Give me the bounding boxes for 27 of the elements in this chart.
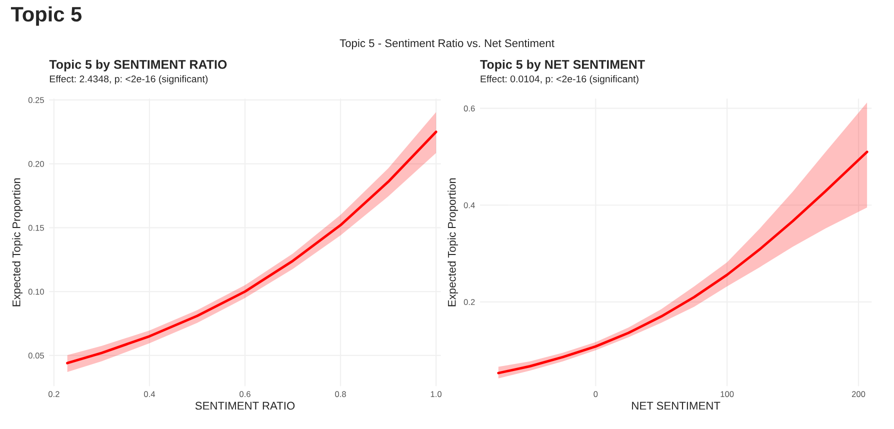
x-tick-label: 0.8 xyxy=(335,391,346,398)
x-tick-label: 1.0 xyxy=(430,391,442,398)
y-tick-label: 0.25 xyxy=(28,97,44,104)
y-tick-label: 0.20 xyxy=(28,161,44,167)
y-tick-label: 0.2 xyxy=(464,299,475,306)
y-tick-label: 0.10 xyxy=(28,288,44,295)
x-axis-title: NET SENTIMENT xyxy=(632,402,720,410)
x-tick-label: 0 xyxy=(594,391,598,398)
y-axis-title: Expected Topic Proportion xyxy=(448,178,458,306)
y-axis-title: Expected Topic Proportion xyxy=(12,178,23,306)
y-tick-label: 0.4 xyxy=(464,202,475,208)
chart-title: Topic 5 by NET SENTIMENT xyxy=(480,60,645,72)
y-tick-label: 0.15 xyxy=(28,224,44,231)
x-axis-title: SENTIMENT RATIO xyxy=(195,402,295,410)
chart-subtitle: Effect: 0.0104, p: <2e-16 (significant) xyxy=(480,75,638,84)
y-tick-label: 0.6 xyxy=(464,106,475,112)
chart-subtitle: Effect: 2.4348, p: <2e-16 (significant) xyxy=(50,75,208,84)
x-tick-label: 0.6 xyxy=(240,391,250,398)
chart-title: Topic 5 by SENTIMENT RATIO xyxy=(49,60,227,72)
x-tick-label: 100 xyxy=(720,391,734,398)
text: Topic 5 xyxy=(10,6,82,26)
line-series xyxy=(497,150,868,374)
text: Topic 5 - Sentiment Ratio vs. Net Sentiment xyxy=(340,38,554,50)
y-tick-label: 0.05 xyxy=(28,352,44,359)
x-tick-label: 0.2 xyxy=(48,391,60,398)
x-tick-label: 200 xyxy=(852,391,866,398)
x-tick-label: 0.4 xyxy=(144,391,156,398)
